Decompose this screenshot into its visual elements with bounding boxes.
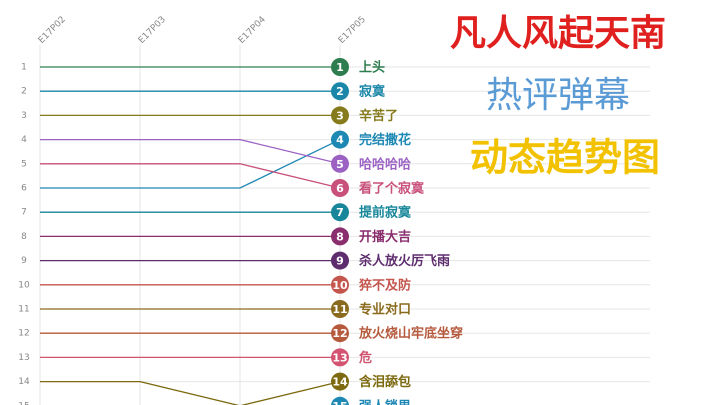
series-name: 提前寂寞: [359, 205, 412, 221]
y-tick-label: 5: [21, 159, 27, 169]
series-name: 放火烧山牢底坐穿: [358, 326, 463, 342]
series-name: 看了个寂寞: [359, 181, 425, 197]
series-name: 杀人放火厉飞雨: [359, 253, 450, 269]
y-tick-label: 9: [21, 256, 27, 266]
rank-badge-label: 13: [332, 351, 347, 364]
x-tick-label: E17P03: [137, 15, 168, 46]
y-tick-label: 10: [18, 280, 30, 290]
series-line: [40, 380, 341, 405]
y-tick-label: 11: [18, 305, 29, 315]
rank-badge-label: 5: [336, 158, 344, 171]
series-line: [40, 163, 341, 189]
rank-badge: [331, 324, 349, 343]
chart-subtitle: 热评弹幕: [486, 75, 630, 116]
rank-badge-label: 1: [336, 61, 344, 74]
rank-badge: [331, 106, 349, 125]
series-name: 完结撒花: [359, 132, 411, 148]
rank-badge: [331, 372, 349, 391]
rank-badge-label: 11: [332, 303, 347, 316]
rank-badge-label: 6: [336, 182, 344, 195]
series-name: 专业对口: [359, 302, 411, 318]
series-name: 猝不及防: [358, 277, 411, 293]
chart-title: 凡人风起天南: [450, 13, 666, 54]
series-name: 含泪舔包: [358, 374, 411, 390]
rank-badge: [331, 203, 349, 222]
series-name: 上头: [359, 60, 385, 76]
rank-badge: [331, 275, 349, 294]
chart-caption: 动态趋势图: [470, 136, 660, 180]
y-tick-label: 12: [18, 329, 29, 339]
rank-badge-label: 10: [332, 279, 348, 292]
rank-badge-label: 15: [332, 400, 347, 405]
rank-badge: [331, 396, 349, 405]
y-tick-label: 4: [21, 135, 27, 145]
rank-badge: [331, 58, 349, 76]
rank-badge-label: 2: [336, 85, 344, 98]
x-tick-label: E17P05: [337, 15, 368, 46]
rank-badge-label: 9: [336, 255, 344, 268]
series-name: 寂寞: [359, 84, 386, 100]
x-tick-label: E17P02: [37, 15, 68, 46]
y-tick-label: 15: [18, 401, 29, 405]
rank-badge-label: 4: [336, 134, 344, 147]
series-line: [40, 139, 341, 189]
y-tick-label: 6: [21, 184, 27, 194]
rank-badge-label: 12: [332, 327, 347, 340]
series-name: 辛苦了: [359, 108, 398, 124]
rank-badge: [331, 82, 349, 101]
rank-badge-label: 8: [336, 230, 344, 243]
rank-badge: [331, 251, 349, 270]
y-tick-label: 3: [21, 111, 27, 121]
rank-badge: [331, 154, 349, 173]
y-tick-label: 8: [21, 232, 27, 242]
rank-badge-label: 7: [336, 206, 344, 219]
series-name: 危: [359, 350, 372, 366]
rank-badge: [331, 130, 349, 149]
rank-badge-label: 3: [336, 109, 344, 122]
y-tick-label: 7: [21, 208, 27, 218]
series-name: 强人锁男: [359, 398, 411, 405]
rank-badge: [331, 348, 349, 367]
y-tick-label: 13: [18, 353, 29, 363]
rank-badge: [331, 227, 349, 246]
y-tick-label: 1: [21, 63, 27, 73]
rank-badge-label: 14: [332, 376, 348, 389]
y-tick-label: 14: [18, 377, 30, 387]
rank-badge: [331, 179, 349, 197]
x-tick-label: E17P04: [237, 15, 268, 46]
rank-badge: [331, 300, 349, 318]
y-tick-label: 2: [21, 87, 27, 97]
series-name: 开播大吉: [359, 229, 411, 245]
series-line: [40, 138, 341, 165]
series-name: 哈哈哈哈: [359, 156, 411, 172]
